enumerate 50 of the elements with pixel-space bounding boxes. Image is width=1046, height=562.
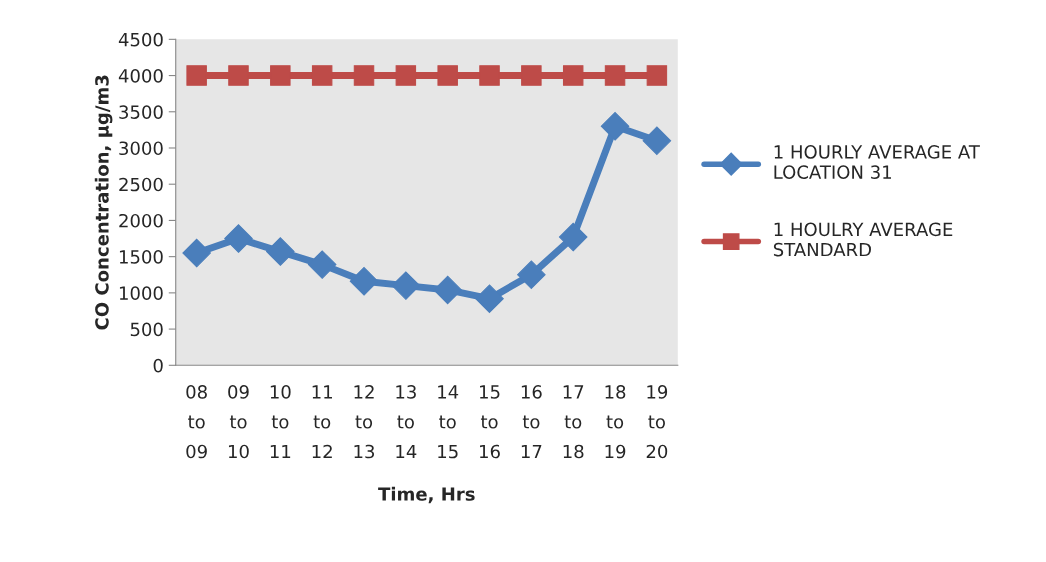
y-axis-title: CO Concentration, µg/m3 [94, 75, 113, 330]
x-axis-title: Time, Hrs [378, 486, 475, 504]
point [228, 65, 249, 86]
point [437, 65, 458, 86]
y-tick-label: 1000 [119, 286, 163, 300]
point [224, 224, 253, 253]
y-tick-label: 4500 [118, 32, 163, 47]
point [558, 222, 588, 252]
point [600, 111, 630, 141]
point [604, 65, 626, 86]
x-tick-label: 17 to 18 [563, 385, 584, 459]
point [266, 237, 295, 266]
point [475, 284, 504, 313]
x-tick-label: 18 to 19 [605, 385, 626, 459]
x-tick-label: 10 to 11 [270, 385, 291, 459]
y-tick-label: 1500 [119, 250, 163, 264]
point [307, 250, 337, 279]
x-tick-label: 19 to 20 [646, 385, 668, 459]
point [391, 271, 421, 300]
y-tick-label: 4000 [118, 69, 163, 83]
point [395, 65, 417, 86]
point [642, 126, 672, 156]
y-tick-label: 2000 [119, 213, 163, 228]
x-tick-label: 14 to 15 [438, 385, 459, 459]
x-tick-label: 13 to 14 [396, 385, 417, 459]
point [349, 267, 379, 296]
x-tick-label: 11 to 12 [312, 385, 332, 459]
y-tick-label: 500 [130, 322, 163, 337]
x-tick-label: 15 to 16 [480, 385, 500, 459]
point [479, 65, 500, 86]
point [353, 65, 375, 86]
y-tick-label: 3000 [119, 141, 163, 156]
x-tick-label: 08 to 09 [186, 385, 207, 459]
point [182, 238, 211, 268]
point [521, 65, 542, 86]
point [311, 65, 333, 86]
point [646, 65, 668, 86]
legend-label: 1 HOURLY AVERAGE AT LOCATION 31 [774, 145, 980, 179]
x-tick-label: 16 to 17 [521, 385, 542, 459]
legend-label: 1 HOULRY AVERAGE STANDARD [773, 222, 953, 257]
x-tick-label: 09 to 10 [228, 385, 249, 459]
y-tick-label: 3500 [119, 105, 163, 119]
point [433, 275, 462, 305]
x-tick-label: 12 to 13 [354, 385, 375, 459]
point [562, 65, 584, 86]
point [270, 65, 291, 86]
y-tick-label: 0 [153, 358, 163, 373]
point [517, 260, 546, 290]
y-tick-label: 2500 [119, 177, 163, 192]
point [186, 65, 207, 86]
